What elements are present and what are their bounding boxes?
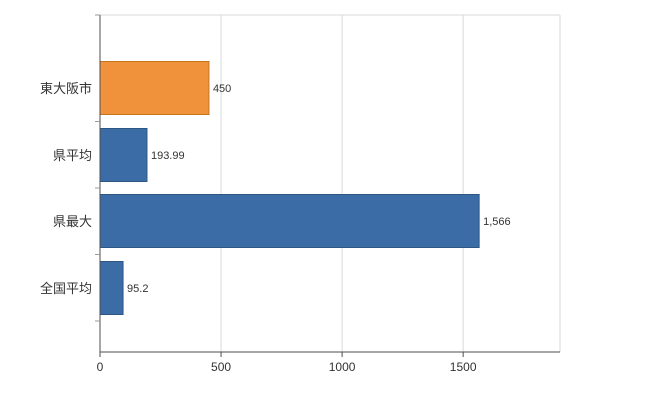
x-tick-label: 1500	[450, 360, 477, 374]
category-label: 県最大	[53, 214, 92, 229]
bar-value-label: 450	[213, 83, 231, 95]
bar	[99, 61, 210, 115]
bar	[99, 194, 480, 248]
bar-value-label: 1,566	[483, 216, 511, 228]
x-tick-label: 500	[211, 360, 231, 374]
category-label: 全国平均	[40, 281, 92, 296]
bar-value-label: 95.2	[127, 283, 148, 295]
category-label: 東大阪市	[40, 81, 92, 96]
category-label: 県平均	[53, 148, 92, 163]
x-tick-label: 1000	[329, 360, 356, 374]
x-tick-label: 0	[97, 360, 104, 374]
bar	[99, 261, 124, 315]
bar	[99, 128, 148, 182]
bar-value-label: 193.99	[151, 150, 185, 162]
